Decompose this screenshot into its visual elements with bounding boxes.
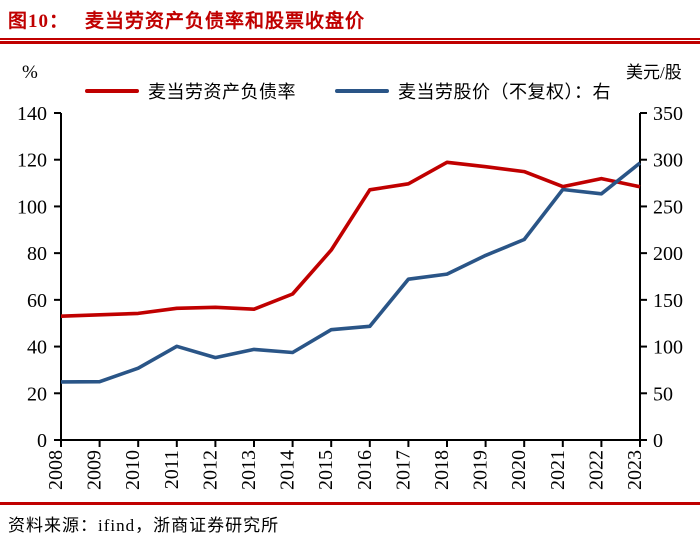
x-axis-year-label: 2010 — [122, 450, 144, 490]
x-axis-year-label: 2022 — [585, 450, 607, 490]
figure-number: 图10： — [8, 11, 70, 32]
y-right-tick-label: 50 — [653, 383, 673, 405]
legend-label-stock-price: 麦当劳股价（不复权）：右 — [398, 82, 611, 102]
series-line-debt-ratio — [60, 160, 641, 318]
y-right-tick-label: 200 — [653, 243, 683, 265]
x-axis-year-label: 2018 — [431, 450, 453, 490]
x-axis-year-label: 2023 — [624, 450, 646, 490]
y-right-tick-label: 250 — [653, 196, 683, 218]
x-axis-year-label: 2011 — [161, 450, 183, 489]
x-axis-year-label: 2017 — [392, 450, 414, 490]
x-axis-year-label: 2012 — [199, 450, 221, 490]
series-line-stock-price — [60, 161, 642, 384]
source-note: 资料来源：ifind，浙商证券研究所 — [8, 516, 280, 535]
legend-item-debt-ratio: 麦当劳资产负债率 — [85, 78, 296, 104]
x-axis-year-label: 2014 — [277, 450, 299, 490]
y-left-tick-label: 140 — [17, 103, 47, 125]
y-left-tick-label: 80 — [27, 243, 47, 265]
legend-label-debt-ratio: 麦当劳资产负债率 — [148, 82, 296, 102]
y-left-tick-label: 40 — [27, 337, 47, 359]
blue-line-swatch-icon — [335, 88, 389, 94]
left-axis-unit-label: % — [22, 62, 38, 83]
y-right-tick-label: 100 — [653, 337, 683, 359]
y-left-tick-label: 0 — [37, 430, 47, 452]
footer-divider — [0, 502, 700, 505]
y-left-tick-label: 60 — [27, 290, 47, 312]
legend-item-stock-price: 麦当劳股价（不复权）：右 — [335, 78, 611, 104]
y-left-tick-label: 20 — [27, 383, 47, 405]
x-axis-year-label: 2008 — [45, 450, 67, 490]
y-right-tick-label: 350 — [653, 103, 683, 125]
page-title: 图10： 麦当劳资产负债率和股票收盘价 — [8, 6, 365, 33]
x-axis-year-label: 2020 — [508, 450, 530, 490]
red-line-swatch-icon — [85, 88, 139, 94]
header-divider-thick-line — [0, 41, 700, 44]
chart-legend: 麦当劳资产负债率 麦当劳股价（不复权）：右 — [0, 78, 700, 104]
header-divider — [0, 38, 700, 44]
y-right-tick-label: 0 — [653, 430, 663, 452]
figure-title-text: 麦当劳资产负债率和股票收盘价 — [85, 11, 366, 32]
y-left-tick-label: 100 — [17, 196, 47, 218]
x-axis-year-label: 2009 — [84, 450, 106, 490]
y-right-tick-label: 150 — [653, 290, 683, 312]
x-axis-year-label: 2019 — [470, 450, 492, 490]
x-axis-year-label: 2021 — [547, 450, 569, 490]
header-divider-thin-line — [0, 38, 700, 40]
x-axis-year-label: 2013 — [238, 450, 260, 490]
x-axis-year-label: 2015 — [315, 450, 337, 490]
right-axis-unit-label: 美元/股 — [626, 63, 682, 82]
x-axis-year-label: 2016 — [354, 450, 376, 490]
y-right-tick-label: 300 — [653, 150, 683, 172]
y-left-tick-label: 120 — [17, 150, 47, 172]
